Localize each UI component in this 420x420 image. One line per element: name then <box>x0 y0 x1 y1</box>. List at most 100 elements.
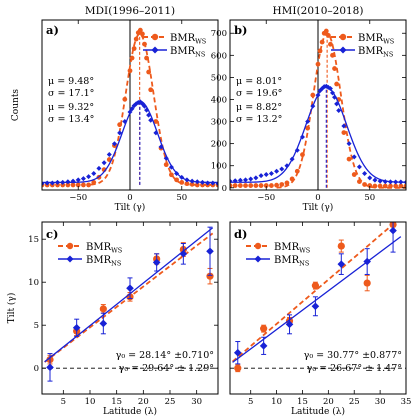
panel-b-ws-point <box>325 33 331 38</box>
panel-b-ws-point <box>232 183 238 188</box>
panel-b-ns-point <box>372 177 378 183</box>
panel-b-ytick-label: 700 <box>211 29 227 39</box>
panel-a-ws-point <box>184 181 190 187</box>
panel-c-legend-ws-marker <box>66 242 74 250</box>
panel-a-legend-ws-marker <box>151 33 159 41</box>
panel-a-ns-point <box>86 174 92 180</box>
panel-b-ws-point <box>279 182 285 187</box>
panel-a-series <box>42 20 218 190</box>
panel-d-ws-point <box>363 279 371 287</box>
panel-b-ws-point <box>382 183 388 189</box>
panel-b-ws-point <box>357 179 362 185</box>
panel-c-letter: c) <box>46 227 58 241</box>
panel-c-ns-point <box>152 258 161 267</box>
panel-d-legend-ws-main: BMR <box>274 242 300 253</box>
panel-b-ns-point <box>315 92 321 98</box>
panel-b-ws-point <box>393 183 399 189</box>
panel-c-xtick-label: 20 <box>138 397 149 407</box>
panel-a-ns-point <box>168 164 174 170</box>
panel-a-ws-point <box>55 182 60 188</box>
panel-d-ws-point <box>337 242 345 250</box>
panel-c-legend: BMRWS BMRNS <box>58 242 122 268</box>
panel-b-ws-point <box>328 41 333 47</box>
panel-a-ns-point <box>215 181 218 187</box>
panel-d-ns-fit <box>232 236 402 363</box>
panel-a-ns-point <box>101 160 107 166</box>
panel-b-ns-point <box>310 103 316 109</box>
panel-b-ytick-label: 200 <box>211 140 227 150</box>
panel-b-ws-point <box>341 130 347 135</box>
panel-b-legend-ws-main: BMR <box>358 33 384 44</box>
panel-a-ws-point <box>142 41 147 47</box>
panel-c-series <box>42 226 218 382</box>
panel-d-ns-point <box>311 302 320 311</box>
panel-c-stat-ws: γ₀ = 28.14° ±0.710° <box>116 350 214 361</box>
panel-b-ytick-label: 400 <box>211 95 227 105</box>
panel-d-legend-ws-sub: WS <box>299 247 310 255</box>
panel-a-ns-point <box>141 103 147 109</box>
panel-b-ns-point <box>284 163 290 169</box>
panel-d-xtick-label: 10 <box>271 397 282 407</box>
panel-b-ws-point <box>388 183 393 189</box>
panel-a-legend-ns-label: BMRNS <box>170 46 205 59</box>
panel-a-ns-point <box>148 117 154 123</box>
panel-a-legend-ws-main: BMR <box>170 33 196 44</box>
panel-b-ns-point <box>377 178 383 184</box>
panel-c-ns-point <box>126 284 134 293</box>
panel-a-ns-point <box>158 144 164 150</box>
panel-b-ws-point <box>398 183 404 189</box>
panel-d-ns-point <box>337 260 346 268</box>
panel-a-ns-point <box>144 107 150 113</box>
panel-c-ylabel: Tilt (γ) <box>6 293 17 324</box>
panel-c: 5 10 15 20 25 30 0 5 10 15 c) Tilt (γ) Latitude (… <box>6 221 219 417</box>
panel-a-ws-point <box>189 181 195 187</box>
panel-c-ns-point <box>72 323 81 332</box>
panel-b-ws-point <box>346 156 352 162</box>
panel-c-ns-fit <box>44 227 214 363</box>
panel-c-ytick-label: 10 <box>28 278 39 288</box>
panel-a-stat-ws-sigma: σ = 13.4° <box>48 114 94 125</box>
panel-b-ws-point <box>367 183 373 188</box>
panel-a-letter: a) <box>46 23 59 37</box>
panel-b-ws-point <box>315 61 321 67</box>
panel-a-ws-point <box>153 119 159 124</box>
panel-b-ns-point <box>393 179 399 185</box>
panel-d-frame <box>229 221 407 395</box>
panel-a-ns-point <box>179 174 185 180</box>
panel-d-legend-ns-sub: NS <box>299 260 309 268</box>
panel-c-xtick-label: 25 <box>165 397 176 407</box>
panel-b-xtick-label: 0 <box>315 193 320 203</box>
panel-b-ws-point <box>323 28 329 34</box>
panel-a-title: MDI(1996–2011) <box>85 5 175 17</box>
panel-a-ws-point <box>117 122 123 128</box>
panel-a-ws-point <box>200 182 205 188</box>
panel-c-ytick-label: 15 <box>28 235 39 245</box>
panel-b-ns-point <box>327 85 333 91</box>
panel-a-ws-point <box>179 179 185 185</box>
panel-d-letter: d) <box>234 227 247 241</box>
panel-b-ns-point <box>243 177 249 183</box>
panel-a-ns-point <box>80 176 86 182</box>
panel-b-xtick-label: −50 <box>257 193 275 203</box>
panel-b-ws-point <box>403 183 406 189</box>
panel-b-stat-ns-mu: μ = 8.01° <box>236 76 282 87</box>
panel-b-ws-point <box>274 182 279 188</box>
panel-c-ws-point <box>206 272 214 280</box>
panel-a-ns-point <box>184 177 190 183</box>
panel-b-ws-point <box>284 180 290 186</box>
panel-a-ws-point <box>146 69 152 75</box>
panel-c-ytick-label: 0 <box>34 364 39 374</box>
panel-b-ns-point <box>274 168 280 174</box>
panel-b-legend-ws-label: BMRWS <box>358 33 394 46</box>
panel-d-xtick-label: 25 <box>349 397 360 407</box>
panel-b-ns-point <box>362 170 368 176</box>
panel-b-ws-point <box>362 182 367 187</box>
panel-a-ws-point <box>122 96 128 102</box>
panel-a-legend-ws-label: BMRWS <box>170 33 206 46</box>
panel-a-ns-point <box>55 179 61 185</box>
panel-b-xlabel: Tilt (γ) <box>303 202 334 213</box>
panel-b-ws-point <box>332 66 337 71</box>
panel-b-ws-point <box>230 183 233 188</box>
